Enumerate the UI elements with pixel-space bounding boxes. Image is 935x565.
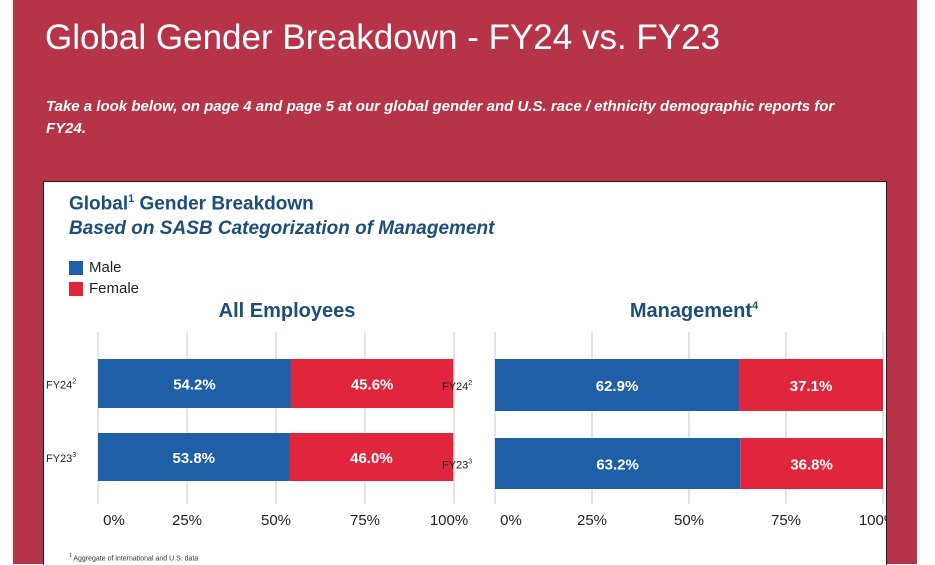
intro-text: Take a look below, on page 4 and page 5 … bbox=[46, 98, 835, 137]
chart-1-title: All Employees bbox=[219, 300, 356, 322]
footnote: 1 Aggregate of international and U.S. da… bbox=[69, 553, 198, 562]
footnote-text: Aggregate of international and U.S. data bbox=[71, 555, 199, 563]
chart-2-category-footnote-marker: 3 bbox=[468, 459, 472, 466]
chart-1-bar-female-fy24 bbox=[290, 359, 454, 408]
chart-card-subtitle: Based on SASB Categorization of Manageme… bbox=[69, 218, 495, 239]
chart-2-data-label: 37.1% bbox=[790, 378, 833, 395]
chart-2-bar-female-fy24 bbox=[739, 359, 883, 411]
legend-swatch-female bbox=[69, 281, 83, 296]
card-title-text: Global bbox=[69, 193, 129, 215]
chart-1-tick-label: 50% bbox=[261, 512, 291, 529]
chart-2-title-footnote-marker: 4 bbox=[752, 300, 759, 312]
chart-1-category-footnote-marker: 2 bbox=[72, 379, 76, 386]
chart-card: Global1 Gender Breakdown Based on SASB C… bbox=[43, 181, 887, 565]
chart-2-category-label: FY233 bbox=[442, 459, 472, 472]
chart-1-bar-male-fy24 bbox=[98, 359, 291, 408]
page-title: Global Gender Breakdown - FY24 vs. FY23 bbox=[45, 18, 721, 57]
card-title-footnote-marker: 1 bbox=[128, 193, 135, 205]
card-title-rest: Gender Breakdown bbox=[134, 193, 314, 215]
legend-item-female: Female bbox=[69, 278, 139, 299]
footnote-marker: 1 bbox=[69, 553, 72, 559]
chart-card-title: Global1 Gender Breakdown bbox=[69, 193, 314, 215]
legend-swatch-male bbox=[69, 260, 83, 275]
legend-item-male: Male bbox=[69, 257, 139, 278]
chart-2-category-footnote-marker: 2 bbox=[468, 380, 472, 387]
chart-2-tick-label: 100% bbox=[859, 512, 886, 529]
chart-2-title: Management4 bbox=[630, 300, 759, 322]
chart-1-bar-female-fy23 bbox=[289, 433, 454, 481]
chart-1-tick-label: 100% bbox=[430, 512, 468, 529]
chart-2-category-label: FY242 bbox=[442, 380, 472, 393]
chart-1-tick-label: 75% bbox=[350, 512, 380, 529]
chart-2-bar-female-fy23 bbox=[740, 438, 883, 489]
chart-1-data-label: 46.0% bbox=[350, 450, 393, 467]
chart-1-bar-male-fy23 bbox=[98, 433, 290, 481]
chart-2-data-label: 62.9% bbox=[596, 378, 639, 395]
chart-1-category-footnote-marker: 3 bbox=[72, 452, 76, 459]
chart-2-data-label: 63.2% bbox=[596, 457, 639, 474]
legend-label-female: Female bbox=[89, 280, 140, 297]
chart-2-tick-label: 0% bbox=[500, 512, 522, 529]
chart-1-category-label: FY242 bbox=[46, 379, 76, 392]
chart-2-tick-label: 50% bbox=[674, 512, 704, 529]
chart-1-data-label: 53.8% bbox=[172, 450, 215, 467]
chart-legend: Male Female bbox=[69, 257, 139, 299]
charts-svg: All Employees 54.2% 45.6% FY242 53.8% 46.0% FY… bbox=[46, 300, 886, 529]
chart-2-tick-label: 25% bbox=[577, 512, 607, 529]
chart-1-data-label: 45.6% bbox=[351, 377, 394, 394]
chart-1-data-label: 54.2% bbox=[173, 377, 216, 394]
chart-2-data-label: 36.8% bbox=[790, 457, 833, 474]
chart-2-bar-male-fy24 bbox=[495, 359, 740, 411]
legend-label-male: Male bbox=[89, 259, 122, 276]
chart-1-category-label: FY233 bbox=[46, 452, 76, 465]
chart-1-tick-label: 0% bbox=[103, 512, 125, 529]
chart-1-tick-label: 25% bbox=[172, 512, 202, 529]
content-panel: Global Gender Breakdown - FY24 vs. FY23 … bbox=[13, 0, 917, 565]
chart-2-bar-male-fy23 bbox=[495, 438, 741, 489]
chart-2-tick-label: 75% bbox=[771, 512, 801, 529]
